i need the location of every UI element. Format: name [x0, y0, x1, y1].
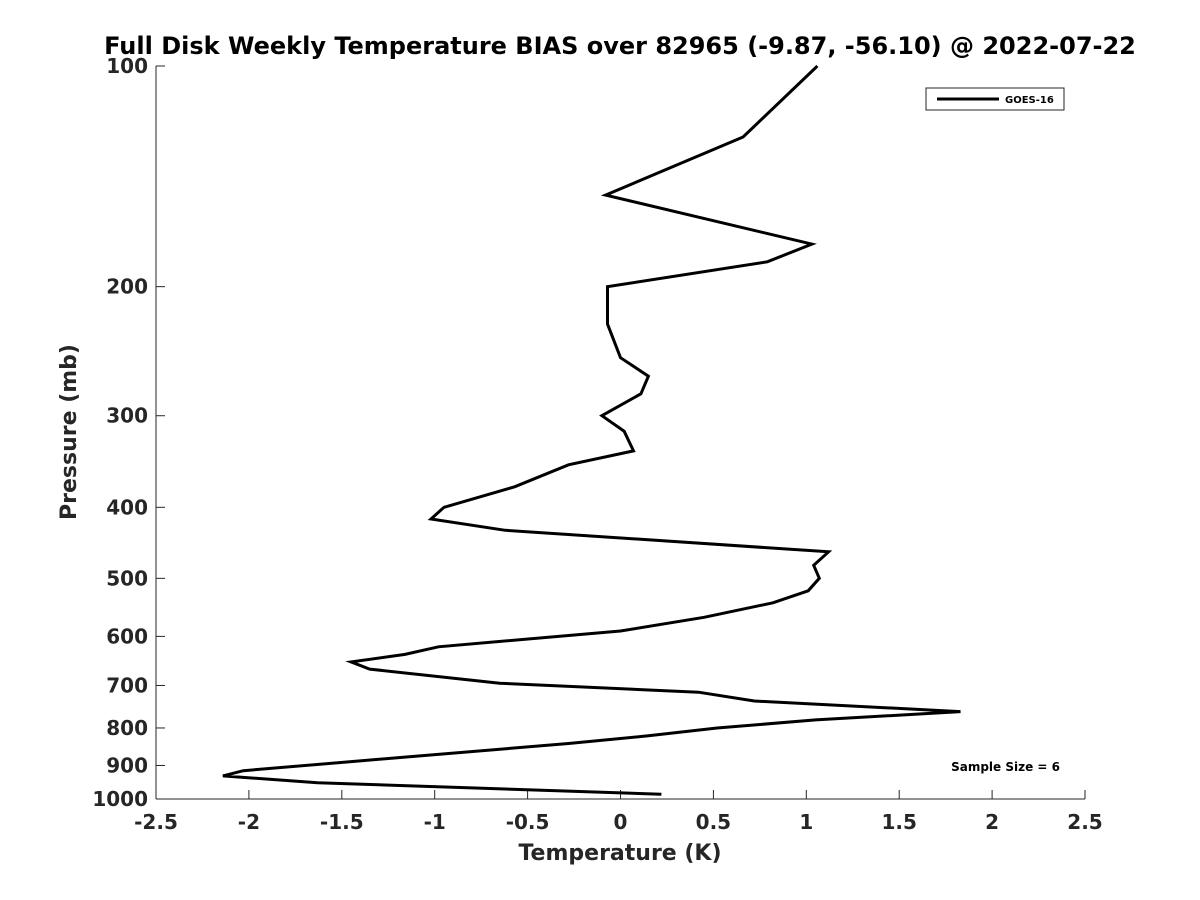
y-tick-label: 300	[106, 404, 148, 428]
y-tick-label: 700	[106, 673, 148, 697]
series-line-goes-16	[222, 64, 961, 796]
x-tick-label: 0	[614, 810, 628, 834]
x-tick-label: -1.5	[320, 810, 364, 834]
x-tick-label: -1	[424, 810, 446, 834]
x-tick-label: -2.5	[134, 810, 178, 834]
chart-title: Full Disk Weekly Temperature BIAS over 8…	[104, 32, 1136, 60]
x-ticks: -2.5 -2 -1.5 -1 -0.5 0 0.5 1 1.5 2 2.5	[134, 790, 1103, 834]
y-tick-label: 100	[106, 54, 148, 78]
x-tick-label: -2	[238, 810, 260, 834]
x-tick-label: 2.5	[1067, 810, 1102, 834]
y-tick-label: 800	[106, 716, 148, 740]
y-tick-label: 200	[106, 275, 148, 299]
y-tick-label: 900	[106, 753, 148, 777]
y-tick-label: 1000	[92, 787, 148, 811]
series-layer	[222, 64, 961, 796]
y-tick-label: 500	[106, 566, 148, 590]
x-tick-label: 1	[799, 810, 813, 834]
y-ticks: 100 200 300 400 500 600 700 800 900 1000	[92, 54, 165, 811]
x-tick-label: 1.5	[881, 810, 916, 834]
x-axis-label: Temperature (K)	[518, 841, 721, 866]
x-tick-label: 0.5	[696, 810, 731, 834]
y-tick-label: 600	[106, 624, 148, 648]
y-axis-label: Pressure (mb)	[57, 344, 82, 520]
sample-size-annotation: Sample Size = 6	[951, 760, 1060, 774]
legend-label: GOES-16	[1005, 95, 1054, 106]
y-tick-label: 400	[106, 495, 148, 519]
x-tick-label: -0.5	[506, 810, 550, 834]
x-tick-label: 2	[985, 810, 999, 834]
legend: GOES-16	[925, 87, 1065, 111]
